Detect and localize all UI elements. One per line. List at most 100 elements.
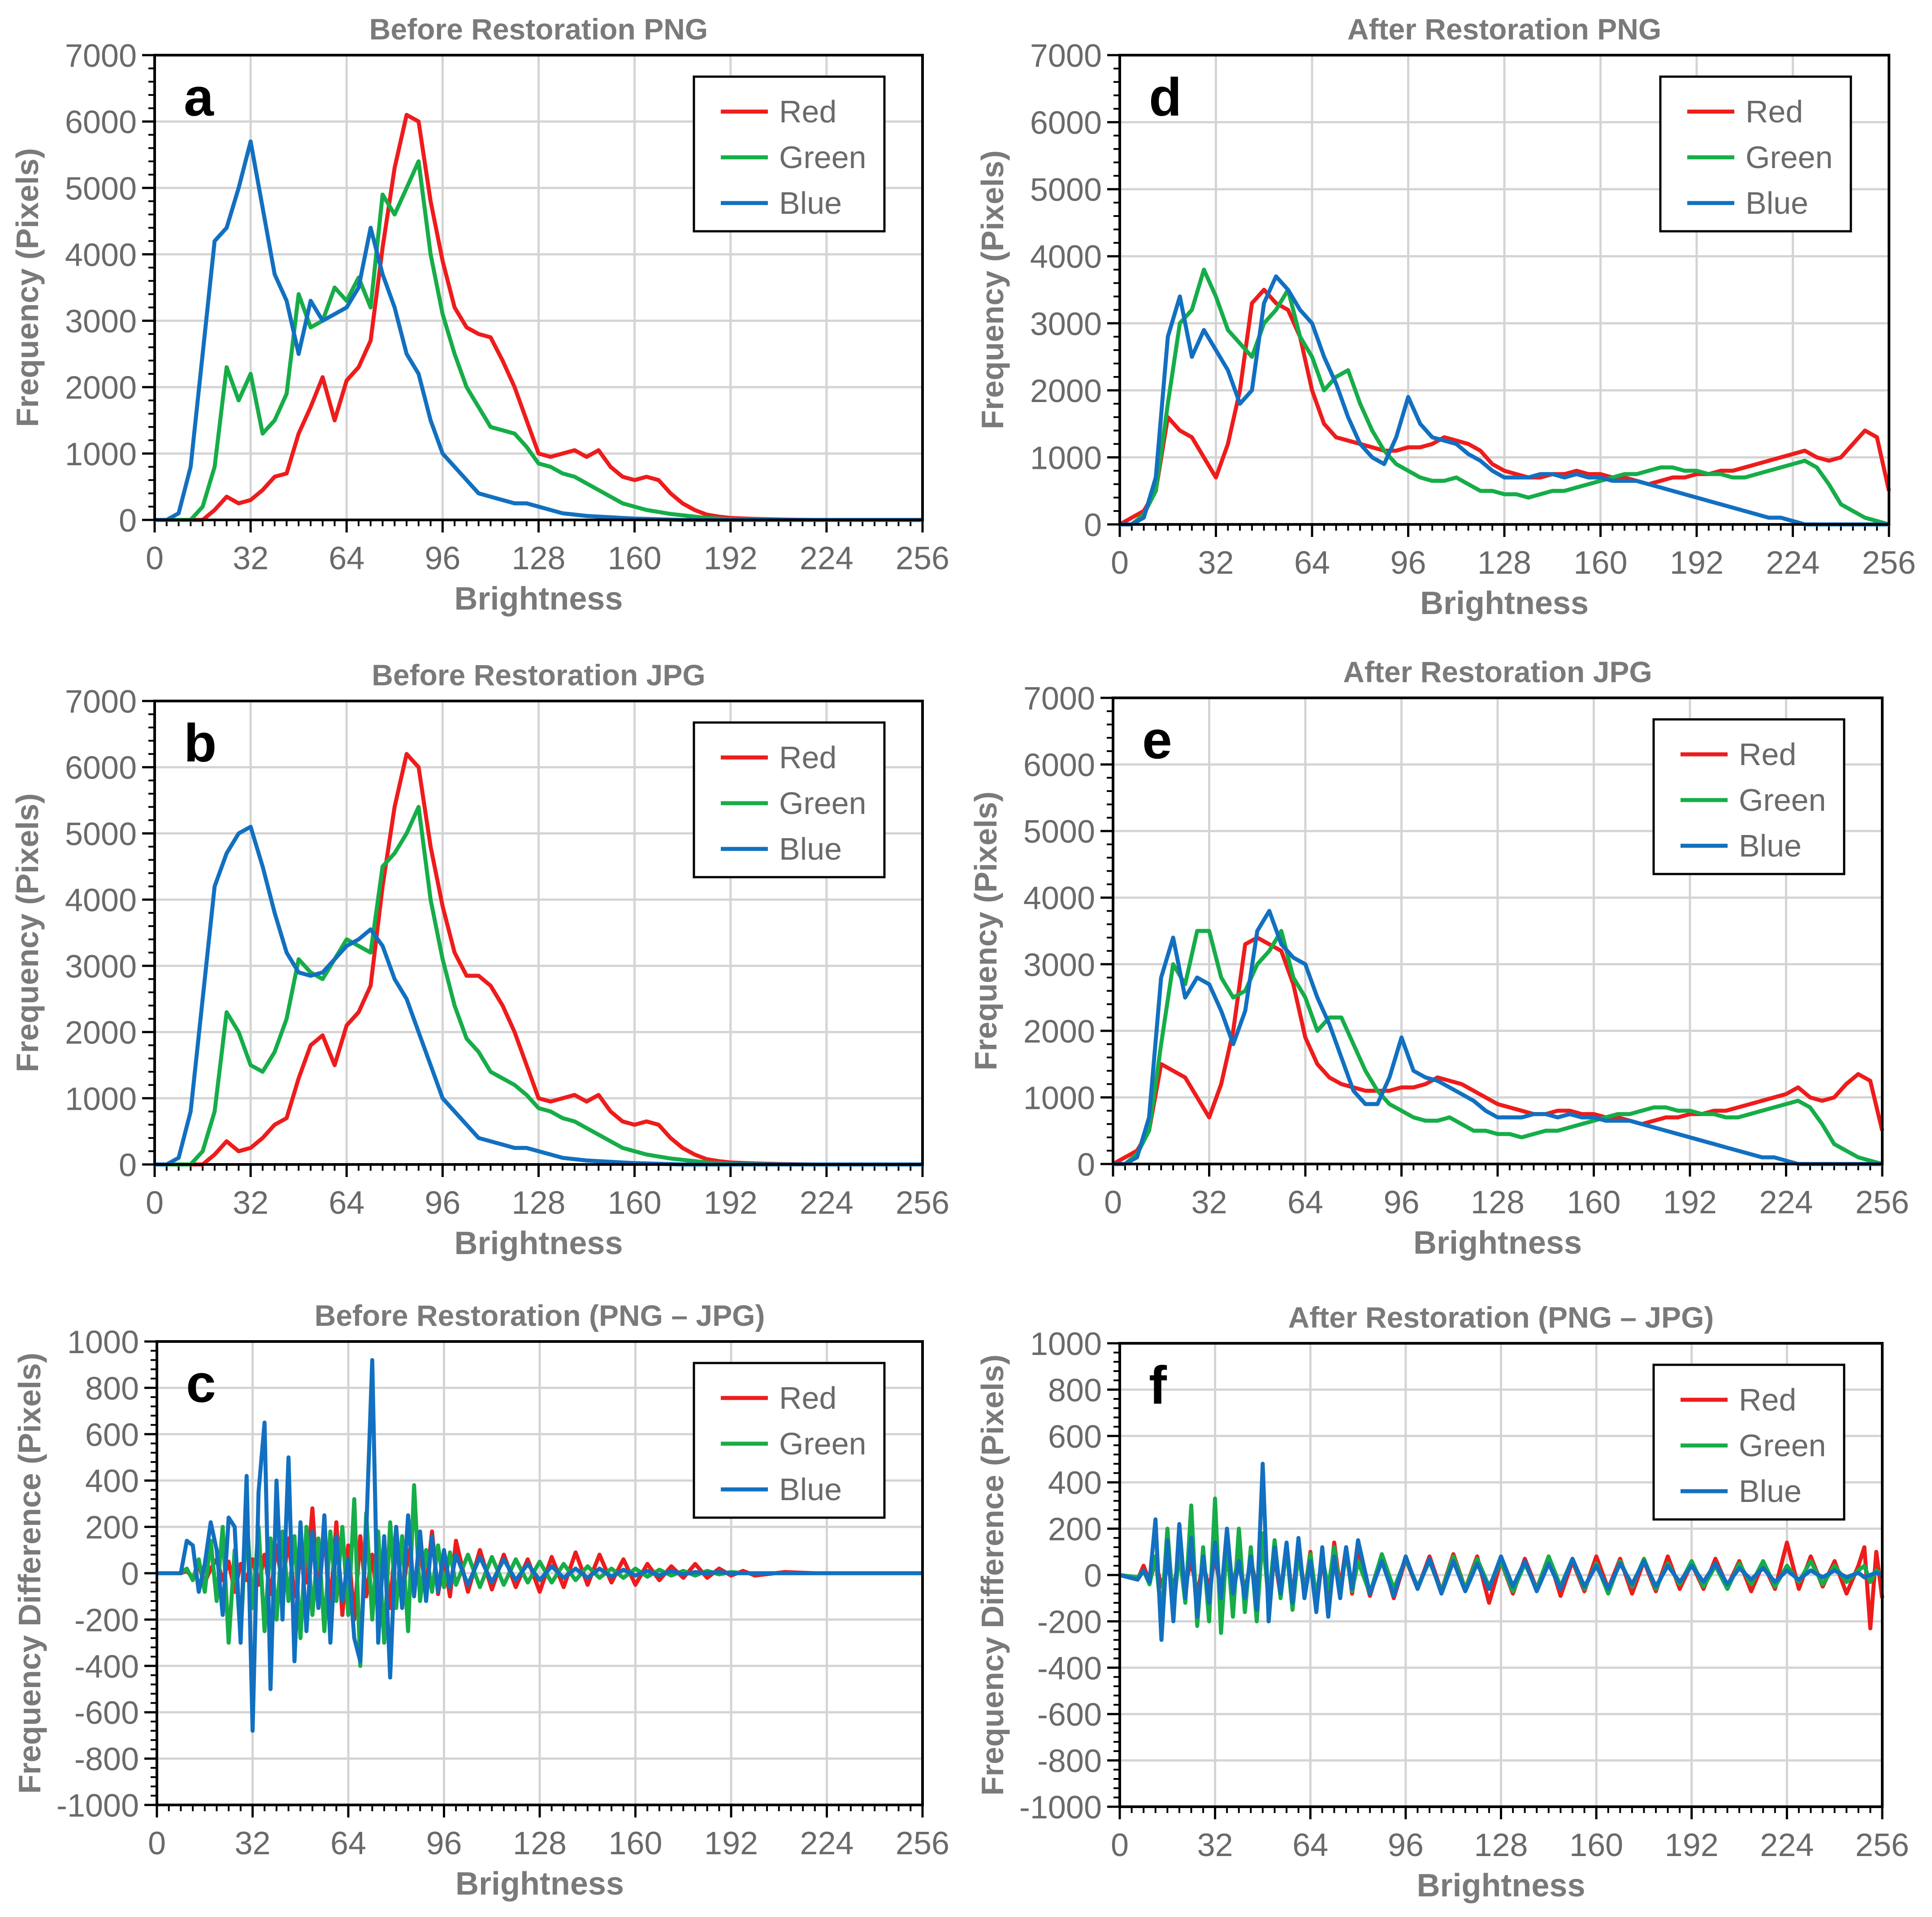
x-tick-label: 256 xyxy=(896,1185,949,1221)
x-tick-label: 32 xyxy=(233,1185,269,1221)
y-tick-label: 600 xyxy=(1048,1419,1102,1455)
legend-label-green: Green xyxy=(779,786,866,821)
y-tick-label: 0 xyxy=(1077,1147,1095,1183)
y-tick-label: 2000 xyxy=(1030,373,1102,409)
x-tick-label: 0 xyxy=(148,1826,166,1861)
y-tick-label: -1000 xyxy=(56,1788,139,1824)
chart-title: Before Restoration (PNG – JPG) xyxy=(315,1299,765,1332)
y-axis-label: Frequency (Pixels) xyxy=(10,793,45,1072)
y-tick-label: 6000 xyxy=(1023,748,1095,783)
y-tick-label: -200 xyxy=(1037,1604,1102,1640)
legend-label-red: Red xyxy=(1739,1382,1796,1417)
y-tick-label: 4000 xyxy=(1030,239,1102,275)
x-axis-label: Brightness xyxy=(454,1225,623,1261)
y-tick-label: -400 xyxy=(1037,1651,1102,1687)
legend-label-blue: Blue xyxy=(779,186,842,221)
y-tick-label: 5000 xyxy=(65,171,137,207)
y-tick-label: 0 xyxy=(119,1147,137,1183)
y-tick-label: 0 xyxy=(119,503,137,539)
x-tick-label: 224 xyxy=(800,1826,853,1861)
x-tick-label: 96 xyxy=(425,541,460,576)
series-line-green xyxy=(1113,929,1883,1166)
y-tick-label: 1000 xyxy=(1030,1326,1102,1362)
x-tick-label: 32 xyxy=(1198,545,1234,581)
y-tick-label: 1000 xyxy=(1023,1080,1095,1116)
legend-box xyxy=(1652,1363,1845,1521)
x-tick-label: 224 xyxy=(800,1185,853,1221)
y-tick-label: -600 xyxy=(1037,1697,1102,1733)
chart-title: After Restoration (PNG – JPG) xyxy=(1288,1301,1714,1334)
y-tick-label: 1000 xyxy=(65,437,137,472)
legend-box xyxy=(693,721,886,878)
legend: Red Green Blue xyxy=(1652,1363,1845,1521)
legend: Red Green Blue xyxy=(693,75,886,233)
y-axis-label: Frequency Difference (Pixels) xyxy=(12,1353,47,1794)
x-tick-label: 256 xyxy=(1855,1827,1909,1863)
y-tick-label: 2000 xyxy=(1023,1014,1095,1050)
x-tick-label: 64 xyxy=(330,1826,366,1861)
x-tick-label: 224 xyxy=(1760,1827,1814,1863)
x-tick-label: 192 xyxy=(704,1185,758,1221)
series-line-blue xyxy=(1119,1462,1883,1642)
series-line-red xyxy=(155,752,923,1167)
x-tick-label: 96 xyxy=(1388,1827,1424,1863)
chart-panel-d: 0 1000 2000 3000 4000 5000 6000 7000 0 32 64 96 128 1… xyxy=(975,13,1916,621)
y-tick-label: 2000 xyxy=(65,1015,137,1051)
legend-box xyxy=(1652,718,1845,875)
y-tick-label: 1000 xyxy=(65,1081,137,1117)
legend-label-blue: Blue xyxy=(779,1472,842,1507)
y-tick-label: 3000 xyxy=(1030,306,1102,342)
series-line-blue xyxy=(1120,274,1889,527)
x-tick-label: 224 xyxy=(1759,1185,1813,1220)
y-tick-label: 400 xyxy=(1048,1465,1102,1501)
panel-letter: e xyxy=(1142,710,1172,770)
x-tick-label: 192 xyxy=(1663,1185,1717,1220)
y-tick-label: -600 xyxy=(74,1695,139,1731)
x-tick-label: 0 xyxy=(1111,545,1129,581)
legend-label-red: Red xyxy=(779,94,836,129)
y-tick-label: 4000 xyxy=(65,883,137,918)
y-axis-label: Frequency (Pixels) xyxy=(968,792,1003,1070)
legend-box xyxy=(1659,75,1852,233)
legend-label-green: Green xyxy=(1739,1428,1826,1463)
y-tick-label: 5000 xyxy=(1023,814,1095,850)
y-tick-label: 800 xyxy=(85,1371,139,1406)
y-tick-label: 0 xyxy=(1084,507,1102,543)
legend-label-blue: Blue xyxy=(779,831,842,866)
x-tick-label: 128 xyxy=(513,1826,567,1861)
series-line-blue xyxy=(1113,909,1882,1166)
x-tick-label: 96 xyxy=(426,1826,462,1861)
y-tick-label: 800 xyxy=(1048,1372,1102,1408)
y-tick-label: 2000 xyxy=(65,370,137,406)
y-tick-label: 5000 xyxy=(1030,172,1102,208)
y-tick-label: 200 xyxy=(85,1510,139,1546)
legend-label-blue: Blue xyxy=(1739,1474,1802,1509)
x-tick-label: 256 xyxy=(1855,1185,1909,1220)
y-tick-label: 7000 xyxy=(65,38,137,74)
plot-frame xyxy=(153,700,924,1166)
legend-label-green: Green xyxy=(1746,140,1833,175)
y-axis-label: Frequency Difference (Pixels) xyxy=(975,1354,1010,1796)
chart-title: Before Restoration JPG xyxy=(372,658,706,692)
y-tick-label: 1000 xyxy=(1030,440,1102,476)
legend-label-blue: Blue xyxy=(1746,186,1808,221)
panel-letter: a xyxy=(184,67,214,127)
legend-label-red: Red xyxy=(1746,94,1803,129)
x-tick-label: 128 xyxy=(1477,545,1531,581)
plot-frame xyxy=(1118,54,1890,526)
series-line-red xyxy=(155,113,923,522)
x-axis-label: Brightness xyxy=(455,1866,624,1902)
y-tick-label: 0 xyxy=(121,1556,139,1592)
y-tick-label: -800 xyxy=(1037,1744,1102,1779)
chart-panel-c: -1000 -800 -600 -400 -200 0 200 400 600 800 1000 0 3… xyxy=(12,1299,949,1902)
y-tick-label: 600 xyxy=(85,1417,139,1453)
x-tick-label: 128 xyxy=(1471,1185,1525,1220)
legend-label-green: Green xyxy=(779,140,866,175)
legend: Red Green Blue xyxy=(693,1362,886,1519)
y-axis-label: Frequency (Pixels) xyxy=(10,148,45,427)
x-tick-label: 0 xyxy=(146,541,164,576)
x-tick-label: 96 xyxy=(1383,1185,1419,1220)
x-axis-label: Brightness xyxy=(1417,1868,1585,1904)
x-tick-label: 128 xyxy=(511,1185,565,1221)
y-tick-label: 7000 xyxy=(65,684,137,720)
